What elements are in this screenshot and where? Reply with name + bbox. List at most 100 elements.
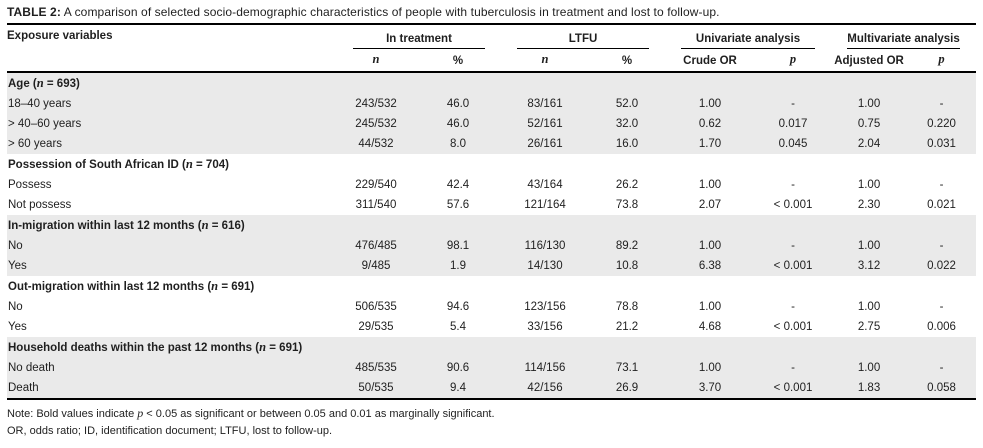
group-header-ltfu: LTFU xyxy=(501,25,665,49)
table-row: No death 485/535 90.6 114/156 73.1 1.00-1.00- xyxy=(7,358,977,378)
cell-value: 116/130 xyxy=(501,236,590,256)
table-number: TABLE 2: xyxy=(7,5,61,19)
section-header-row: Age (n = 693) xyxy=(7,72,977,94)
cell-value: - xyxy=(791,301,795,313)
cell-value: 52.0 xyxy=(589,94,666,114)
col-header-n-ltfu: n xyxy=(501,49,590,73)
row-label: No xyxy=(7,236,337,256)
cell-value: - xyxy=(755,236,832,256)
cell-value: 46.0 xyxy=(415,94,502,114)
table-row: No 476/485 98.1 116/130 89.2 1.00-1.00- xyxy=(7,236,977,256)
cell-value: 90.6 xyxy=(415,358,502,378)
cell-value: 0.022 xyxy=(907,256,977,276)
section-header: In-migration within last 12 months (n = … xyxy=(7,215,977,236)
cell-value: 42.4 xyxy=(446,179,470,191)
table-row: Yes 9/485 1.9 14/130 10.8 6.38 < 0.001 3.12 0.02… xyxy=(7,256,977,276)
table-row: Yes 29/535 5.4 33/156 21.2 4.68 < 0.001 2.75 0.0… xyxy=(7,317,976,337)
cell-value: 33/156 xyxy=(527,321,563,333)
cell-value: 121/164 xyxy=(524,199,566,211)
cell-value: 10.8 xyxy=(589,256,666,276)
cell-value: 6.38 xyxy=(665,256,756,276)
section-header-row: Out-migration within last 12 months (n =… xyxy=(7,276,976,297)
cell-value: - xyxy=(939,301,944,313)
cell-value: 26.9 xyxy=(589,378,666,399)
col-header-pct-ltfu: % xyxy=(589,49,666,73)
cell-value: 52/161 xyxy=(501,114,590,134)
table-head: Exposure variables In treatment LTFU Uni… xyxy=(7,25,977,73)
cell-value: 0.017 xyxy=(755,114,832,134)
note-italic-p: p xyxy=(137,406,144,420)
exposure-variables-header: Exposure variables xyxy=(7,25,337,73)
cell-value: 0.220 xyxy=(907,114,977,134)
table-row: > 60 years 44/532 8.0 26/161 16.0 1.70 0.045 2.… xyxy=(7,134,977,154)
group-label: Univariate analysis xyxy=(681,33,816,49)
cell-value: 43/164 xyxy=(527,179,563,191)
table-row: 18–40 years 243/532 46.0 83/161 52.0 1.00-1.0… xyxy=(7,94,977,114)
cell-value: - xyxy=(907,94,977,114)
note-text: Note: Bold values indicate xyxy=(7,408,138,420)
cell-value: 1.00 xyxy=(857,179,881,191)
col-header-pct-treatment: % xyxy=(415,49,502,73)
cell-value: 94.6 xyxy=(446,301,470,313)
col-header-n-treatment: n xyxy=(337,49,415,73)
cell-value: 1.70 xyxy=(665,134,756,154)
group-header-in-treatment: In treatment xyxy=(337,25,501,49)
cell-value: 1.00 xyxy=(831,94,908,114)
cell-value: 73.8 xyxy=(615,199,639,211)
cell-value: 29/535 xyxy=(358,321,394,333)
cell-value: 44/532 xyxy=(337,134,415,154)
cell-value: 2.07 xyxy=(698,199,722,211)
cell-value: 1.00 xyxy=(665,236,756,256)
cell-value: 1.00 xyxy=(698,179,722,191)
cell-value: - xyxy=(907,358,977,378)
group-header-multivariate: Multivariate analysis xyxy=(831,25,976,49)
cell-value: 1.00 xyxy=(831,358,908,378)
cell-value: 1.00 xyxy=(665,358,756,378)
table-row: Possess 229/540 42.4 43/164 26.2 1.00 - 1.00 - xyxy=(7,175,976,195)
group-header-univariate: Univariate analysis xyxy=(665,25,831,49)
cell-value: 2.75 xyxy=(857,321,881,333)
cell-value: 0.045 xyxy=(755,134,832,154)
row-label: Not possess xyxy=(8,199,72,211)
column-group-row: Exposure variables In treatment LTFU Uni… xyxy=(7,25,976,73)
table-caption: TABLE 2: A comparison of selected socio-… xyxy=(7,5,976,25)
cell-value: 243/532 xyxy=(337,94,415,114)
cell-value: 1.9 xyxy=(415,256,502,276)
cell-value: 89.2 xyxy=(589,236,666,256)
col-header-p-univariate: p xyxy=(755,49,832,73)
cell-value: - xyxy=(907,236,977,256)
table-row: Death 50/535 9.4 42/156 26.9 3.70 < 0.001 1.83 0… xyxy=(7,378,977,399)
row-label: > 40–60 years xyxy=(7,114,337,134)
cell-value: 1.00 xyxy=(831,236,908,256)
col-header-crude-or: Crude OR xyxy=(665,49,756,73)
note-significance: Note: Bold values indicate p < 0.05 as s… xyxy=(7,405,976,423)
cell-value: 2.04 xyxy=(831,134,908,154)
cell-value: 1.00 xyxy=(698,301,722,313)
section-header-row: In-migration within last 12 months (n = … xyxy=(7,215,977,236)
row-label: No xyxy=(8,301,23,313)
cell-value: - xyxy=(939,179,944,191)
cell-value: 42/156 xyxy=(501,378,590,399)
cell-value: < 0.001 xyxy=(755,256,832,276)
cell-value: 9.4 xyxy=(415,378,502,399)
cell-value: 245/532 xyxy=(337,114,415,134)
cell-value: - xyxy=(755,358,832,378)
cell-value: 5.4 xyxy=(450,321,466,333)
note-abbreviations: OR, odds ratio; ID, identification docum… xyxy=(7,425,333,437)
cell-value: 8.0 xyxy=(415,134,502,154)
cell-value: 506/535 xyxy=(355,301,397,313)
group-label: LTFU xyxy=(517,33,650,49)
cell-value: 485/535 xyxy=(337,358,415,378)
cell-value: 26/161 xyxy=(501,134,590,154)
table-row: Not possess 311/540 57.6 121/164 73.8 2.07 < 0… xyxy=(7,195,976,215)
cell-value: 1.83 xyxy=(831,378,908,399)
section-header-row: Household deaths within the past 12 mont… xyxy=(7,337,977,358)
section-header: Age (n = 693) xyxy=(7,72,977,94)
cell-value: 3.12 xyxy=(831,256,908,276)
col-header-p-multivariate: p xyxy=(907,49,977,73)
cell-value: 0.058 xyxy=(907,378,977,399)
cell-value: 0.75 xyxy=(831,114,908,134)
row-label: 18–40 years xyxy=(7,94,337,114)
row-label: Yes xyxy=(7,256,337,276)
cell-value: 32.0 xyxy=(589,114,666,134)
